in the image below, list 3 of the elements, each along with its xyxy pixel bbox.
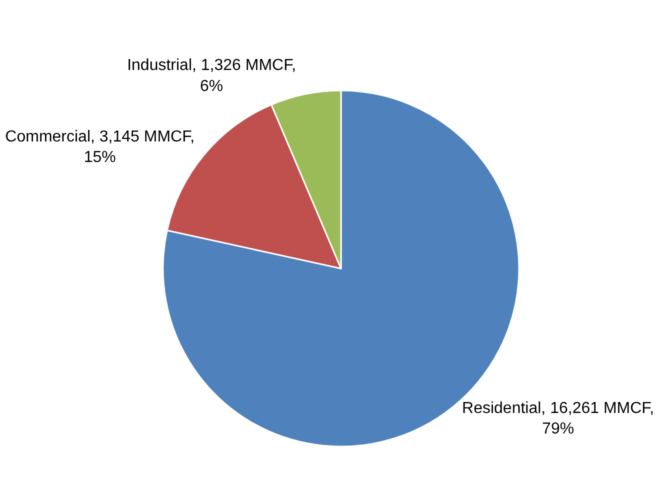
slice-label: Residential, 16,261 MMCF, 79% bbox=[462, 400, 654, 438]
slice-label: Industrial, 1,326 MMCF, 6% bbox=[127, 57, 296, 95]
slice-label: Commercial, 3,145 MMCF, 15% bbox=[5, 128, 195, 166]
